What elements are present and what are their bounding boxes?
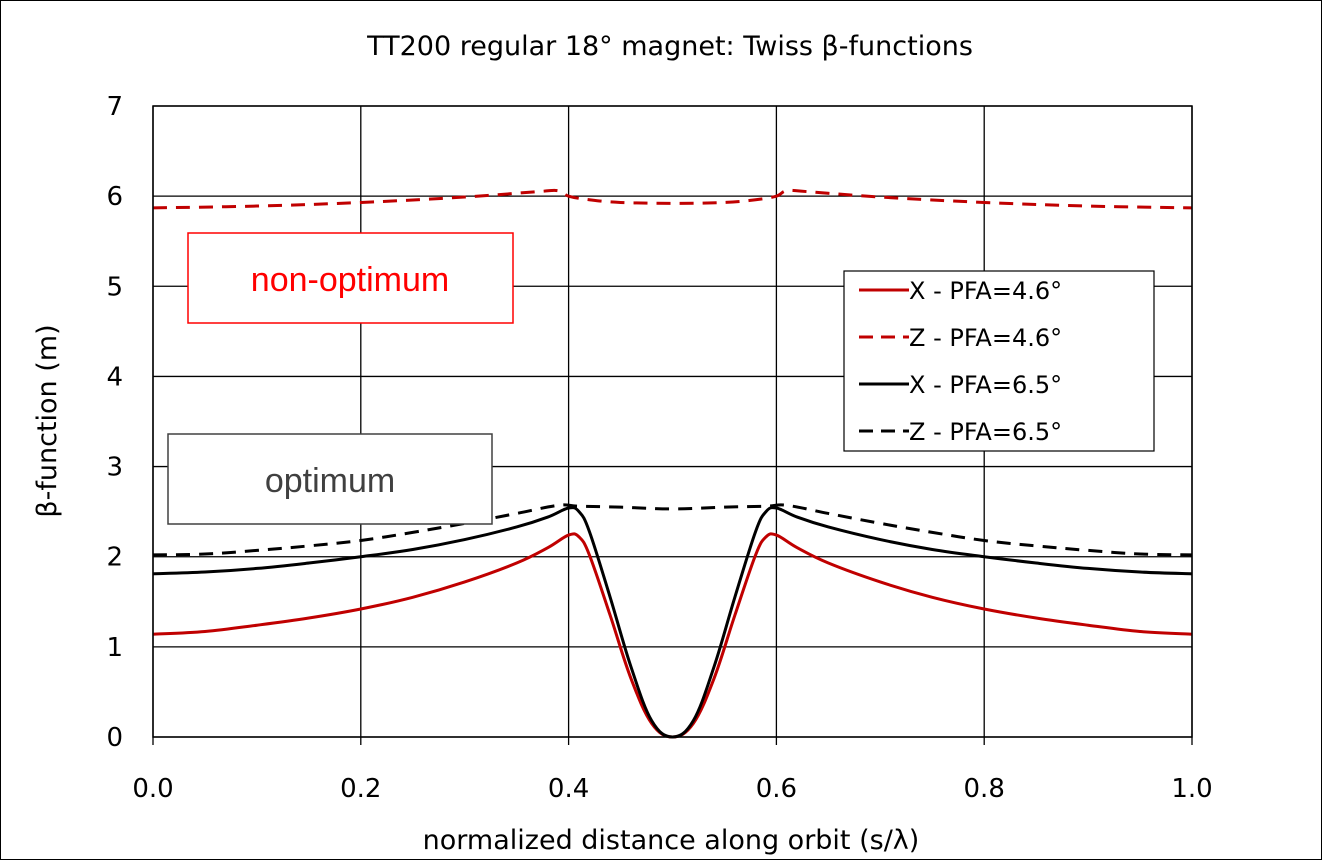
chart-title: TT200 regular 18° magnet: Twiss β-functi… <box>366 31 973 62</box>
x-tick-label: 1.0 <box>1171 774 1212 804</box>
x-tick-label: 0.2 <box>340 774 381 804</box>
y-tick-label: 3 <box>106 453 123 483</box>
y-tick-label: 2 <box>106 543 123 573</box>
y-tick-label: 0 <box>106 723 123 753</box>
x-tick-label: 0.0 <box>132 774 173 804</box>
legend: X - PFA=4.6° Z - PFA=4.6° X - PFA=6.5° Z - … <box>843 270 1155 452</box>
y-tick-label: 5 <box>106 272 123 302</box>
legend-label: Z - PFA=4.6° <box>909 324 1062 352</box>
annotation-optimum-text: optimum <box>265 462 395 500</box>
legend-box <box>843 270 1155 452</box>
tick-labels: 0 1 2 3 4 5 6 7 0.0 0.2 0.4 0.6 0.8 1.0 <box>106 92 1212 804</box>
y-axis-label: β-function (m) <box>32 324 63 517</box>
legend-label: Z - PFA=6.5° <box>909 418 1062 446</box>
annotation-non-optimum: non-optimum <box>187 232 514 324</box>
x-axis-label: normalized distance along orbit (s/λ) <box>423 825 920 856</box>
plot-border <box>152 105 1193 738</box>
legend-label: X - PFA=4.6° <box>909 277 1062 305</box>
series-line-z-pfa-4-6 <box>152 188 1193 210</box>
legend-items: X - PFA=4.6° Z - PFA=4.6° X - PFA=6.5° Z - … <box>859 277 1062 446</box>
y-tick-label: 1 <box>106 633 123 663</box>
legend-label: X - PFA=6.5° <box>909 371 1062 399</box>
y-tick-label: 7 <box>106 92 123 122</box>
y-tick-label: 6 <box>106 182 123 212</box>
x-tick-label: 0.4 <box>548 774 589 804</box>
annotation-non-optimum-box <box>187 232 514 324</box>
annotation-optimum-box <box>167 433 493 525</box>
x-tick-label: 0.6 <box>756 774 797 804</box>
series-line-x-pfa-6-5 <box>152 506 1193 739</box>
annotation-non-optimum-text: non-optimum <box>251 261 449 299</box>
annotation-optimum: optimum <box>167 433 493 525</box>
series-line-z-pfa-6-5 <box>152 503 1193 557</box>
x-tick-label: 0.8 <box>964 774 1005 804</box>
y-tick-label: 4 <box>106 362 123 392</box>
